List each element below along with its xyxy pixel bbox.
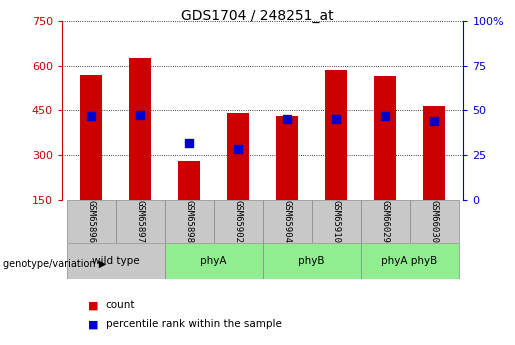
Text: phyA: phyA: [200, 256, 227, 266]
Bar: [374, 76, 396, 200]
Bar: [263, 200, 312, 243]
Point: [332, 117, 340, 122]
Text: GDS1704 / 248251_at: GDS1704 / 248251_at: [181, 9, 334, 23]
Bar: [116, 200, 165, 243]
Bar: [67, 243, 165, 279]
Bar: [227, 114, 249, 200]
Point: [283, 117, 291, 122]
Bar: [409, 200, 458, 243]
Bar: [178, 161, 200, 200]
Point: [185, 140, 193, 146]
Bar: [325, 70, 347, 200]
Text: GSM66030: GSM66030: [430, 200, 439, 243]
Bar: [80, 75, 102, 200]
Bar: [129, 58, 151, 200]
Point: [234, 147, 242, 152]
Bar: [360, 200, 409, 243]
Text: phyA phyB: phyA phyB: [382, 256, 438, 266]
Text: GSM65898: GSM65898: [185, 200, 194, 243]
Bar: [312, 200, 360, 243]
Bar: [165, 243, 263, 279]
Bar: [165, 200, 214, 243]
Bar: [423, 106, 445, 200]
Point: [381, 114, 389, 119]
Point: [87, 114, 95, 119]
Text: genotype/variation ▶: genotype/variation ▶: [3, 259, 106, 269]
Point: [430, 118, 438, 124]
Text: GSM65896: GSM65896: [87, 200, 96, 243]
Text: phyB: phyB: [298, 256, 325, 266]
Text: GSM65910: GSM65910: [332, 200, 340, 243]
Bar: [276, 116, 298, 200]
Text: GSM65897: GSM65897: [135, 200, 145, 243]
Text: count: count: [106, 300, 135, 310]
Bar: [67, 200, 116, 243]
Bar: [214, 200, 263, 243]
Text: wild type: wild type: [92, 256, 140, 266]
Text: ■: ■: [88, 319, 98, 329]
Bar: [360, 243, 458, 279]
Text: GSM65904: GSM65904: [283, 200, 291, 243]
Text: GSM66029: GSM66029: [381, 200, 390, 243]
Bar: [263, 243, 360, 279]
Text: GSM65902: GSM65902: [234, 200, 243, 243]
Point: [136, 112, 144, 118]
Text: ■: ■: [88, 300, 98, 310]
Text: percentile rank within the sample: percentile rank within the sample: [106, 319, 282, 329]
